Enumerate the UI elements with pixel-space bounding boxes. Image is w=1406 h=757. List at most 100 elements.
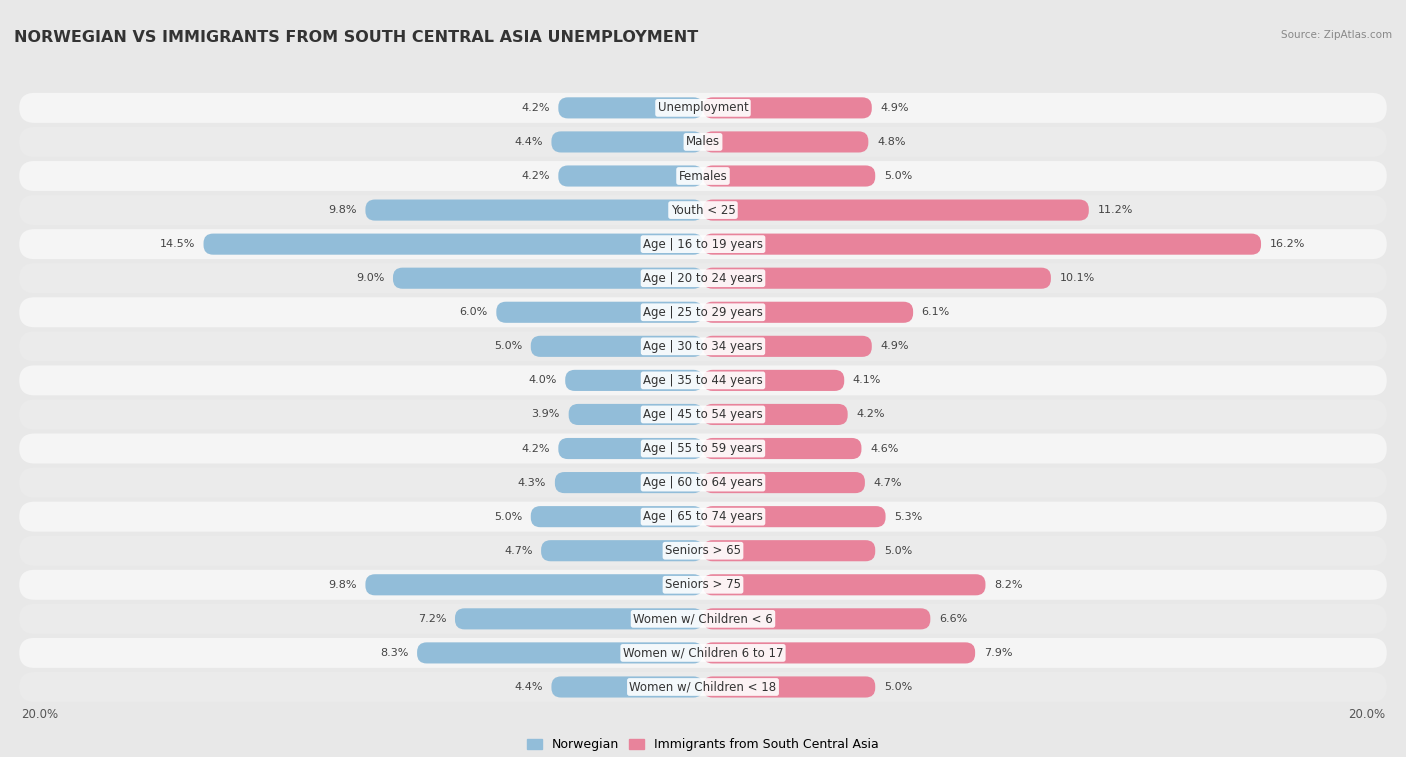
- FancyBboxPatch shape: [703, 370, 844, 391]
- Text: Women w/ Children < 6: Women w/ Children < 6: [633, 612, 773, 625]
- FancyBboxPatch shape: [551, 677, 703, 697]
- Text: 9.0%: 9.0%: [356, 273, 384, 283]
- FancyBboxPatch shape: [20, 161, 1386, 191]
- Text: 5.0%: 5.0%: [884, 171, 912, 181]
- Legend: Norwegian, Immigrants from South Central Asia: Norwegian, Immigrants from South Central…: [522, 733, 884, 756]
- Text: Age | 25 to 29 years: Age | 25 to 29 years: [643, 306, 763, 319]
- FancyBboxPatch shape: [555, 472, 703, 493]
- Text: 5.0%: 5.0%: [884, 546, 912, 556]
- FancyBboxPatch shape: [496, 302, 703, 322]
- FancyBboxPatch shape: [568, 404, 703, 425]
- FancyBboxPatch shape: [392, 268, 703, 288]
- Text: Age | 55 to 59 years: Age | 55 to 59 years: [643, 442, 763, 455]
- FancyBboxPatch shape: [703, 336, 872, 357]
- Text: 4.4%: 4.4%: [515, 137, 543, 147]
- Text: 4.9%: 4.9%: [880, 341, 908, 351]
- Text: Age | 30 to 34 years: Age | 30 to 34 years: [643, 340, 763, 353]
- FancyBboxPatch shape: [20, 127, 1386, 157]
- FancyBboxPatch shape: [703, 404, 848, 425]
- FancyBboxPatch shape: [565, 370, 703, 391]
- Text: 4.1%: 4.1%: [853, 375, 882, 385]
- FancyBboxPatch shape: [20, 298, 1386, 327]
- FancyBboxPatch shape: [703, 506, 886, 527]
- Text: 4.6%: 4.6%: [870, 444, 898, 453]
- Text: Males: Males: [686, 136, 720, 148]
- Text: 3.9%: 3.9%: [531, 410, 560, 419]
- Text: Age | 45 to 54 years: Age | 45 to 54 years: [643, 408, 763, 421]
- Text: Unemployment: Unemployment: [658, 101, 748, 114]
- FancyBboxPatch shape: [20, 93, 1386, 123]
- FancyBboxPatch shape: [703, 472, 865, 493]
- FancyBboxPatch shape: [703, 540, 875, 561]
- Text: NORWEGIAN VS IMMIGRANTS FROM SOUTH CENTRAL ASIA UNEMPLOYMENT: NORWEGIAN VS IMMIGRANTS FROM SOUTH CENTR…: [14, 30, 699, 45]
- Text: 4.2%: 4.2%: [856, 410, 884, 419]
- FancyBboxPatch shape: [531, 506, 703, 527]
- FancyBboxPatch shape: [418, 643, 703, 663]
- FancyBboxPatch shape: [551, 132, 703, 152]
- FancyBboxPatch shape: [703, 609, 931, 629]
- FancyBboxPatch shape: [20, 434, 1386, 463]
- FancyBboxPatch shape: [703, 132, 869, 152]
- Text: Age | 20 to 24 years: Age | 20 to 24 years: [643, 272, 763, 285]
- Text: 14.5%: 14.5%: [159, 239, 195, 249]
- Text: 4.2%: 4.2%: [522, 103, 550, 113]
- Text: 4.2%: 4.2%: [522, 171, 550, 181]
- FancyBboxPatch shape: [558, 166, 703, 186]
- Text: 6.1%: 6.1%: [922, 307, 950, 317]
- Text: 20.0%: 20.0%: [21, 708, 58, 721]
- Text: Seniors > 65: Seniors > 65: [665, 544, 741, 557]
- Text: 5.0%: 5.0%: [884, 682, 912, 692]
- Text: 7.2%: 7.2%: [418, 614, 446, 624]
- FancyBboxPatch shape: [366, 575, 703, 595]
- Text: 4.7%: 4.7%: [873, 478, 903, 488]
- Text: 4.7%: 4.7%: [503, 546, 533, 556]
- FancyBboxPatch shape: [20, 672, 1386, 702]
- Text: 11.2%: 11.2%: [1098, 205, 1133, 215]
- Text: Age | 16 to 19 years: Age | 16 to 19 years: [643, 238, 763, 251]
- Text: Age | 65 to 74 years: Age | 65 to 74 years: [643, 510, 763, 523]
- FancyBboxPatch shape: [703, 643, 976, 663]
- Text: 4.4%: 4.4%: [515, 682, 543, 692]
- FancyBboxPatch shape: [20, 366, 1386, 395]
- FancyBboxPatch shape: [20, 195, 1386, 225]
- Text: 8.3%: 8.3%: [380, 648, 409, 658]
- FancyBboxPatch shape: [558, 438, 703, 459]
- Text: 4.8%: 4.8%: [877, 137, 905, 147]
- FancyBboxPatch shape: [703, 575, 986, 595]
- Text: 9.8%: 9.8%: [329, 580, 357, 590]
- Text: 20.0%: 20.0%: [1348, 708, 1385, 721]
- Text: 4.3%: 4.3%: [517, 478, 547, 488]
- FancyBboxPatch shape: [703, 98, 872, 118]
- FancyBboxPatch shape: [204, 234, 703, 254]
- Text: Women w/ Children < 18: Women w/ Children < 18: [630, 681, 776, 693]
- FancyBboxPatch shape: [20, 638, 1386, 668]
- Text: 5.3%: 5.3%: [894, 512, 922, 522]
- FancyBboxPatch shape: [703, 166, 875, 186]
- Text: 4.9%: 4.9%: [880, 103, 908, 113]
- FancyBboxPatch shape: [20, 263, 1386, 293]
- FancyBboxPatch shape: [366, 200, 703, 220]
- FancyBboxPatch shape: [558, 98, 703, 118]
- Text: 5.0%: 5.0%: [494, 512, 522, 522]
- FancyBboxPatch shape: [20, 229, 1386, 259]
- FancyBboxPatch shape: [20, 570, 1386, 600]
- Text: 7.9%: 7.9%: [984, 648, 1012, 658]
- Text: 9.8%: 9.8%: [329, 205, 357, 215]
- FancyBboxPatch shape: [20, 536, 1386, 565]
- FancyBboxPatch shape: [456, 609, 703, 629]
- Text: 4.2%: 4.2%: [522, 444, 550, 453]
- FancyBboxPatch shape: [703, 677, 875, 697]
- Text: Women w/ Children 6 to 17: Women w/ Children 6 to 17: [623, 646, 783, 659]
- Text: 10.1%: 10.1%: [1060, 273, 1095, 283]
- FancyBboxPatch shape: [703, 234, 1261, 254]
- FancyBboxPatch shape: [703, 302, 912, 322]
- Text: Source: ZipAtlas.com: Source: ZipAtlas.com: [1281, 30, 1392, 40]
- FancyBboxPatch shape: [703, 438, 862, 459]
- Text: 5.0%: 5.0%: [494, 341, 522, 351]
- Text: Seniors > 75: Seniors > 75: [665, 578, 741, 591]
- FancyBboxPatch shape: [703, 200, 1088, 220]
- Text: Age | 35 to 44 years: Age | 35 to 44 years: [643, 374, 763, 387]
- Text: 16.2%: 16.2%: [1270, 239, 1305, 249]
- FancyBboxPatch shape: [703, 268, 1050, 288]
- Text: Females: Females: [679, 170, 727, 182]
